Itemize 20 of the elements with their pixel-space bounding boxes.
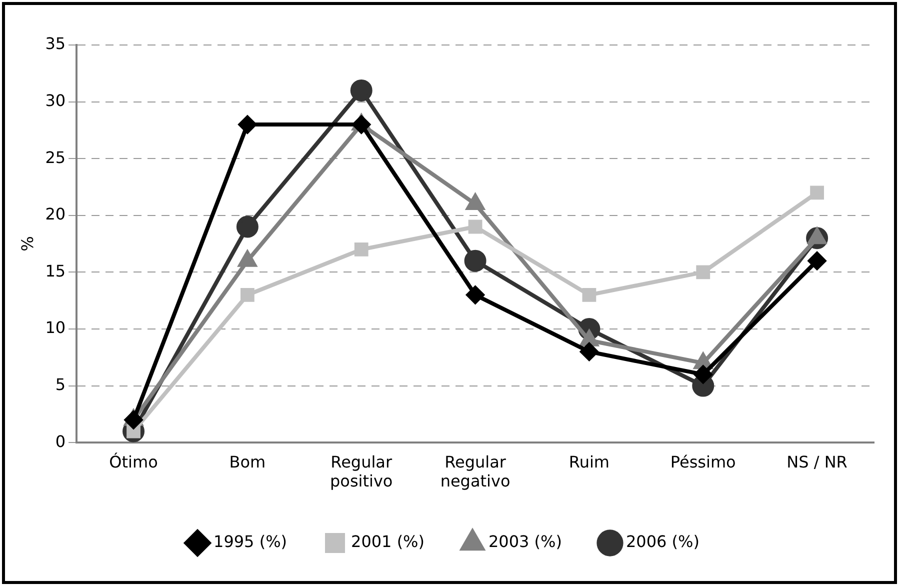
x-tick-label: Regular negativo xyxy=(440,452,510,491)
y-axis-title: % xyxy=(18,236,37,252)
y-tick-label: 5 xyxy=(55,374,66,394)
legend-label: 1995 (%) xyxy=(214,532,288,552)
y-tick-label: 35 xyxy=(45,34,66,54)
y-tick-label: 0 xyxy=(55,432,66,451)
y-tick-label: 20 xyxy=(45,204,66,224)
y-tick-label: 25 xyxy=(45,148,66,167)
x-tick-label: NS / NR xyxy=(786,452,848,472)
x-tick-label: Ótimo xyxy=(109,452,158,472)
legend-label: 2001 (%) xyxy=(351,532,425,552)
legend-label: 2006 (%) xyxy=(626,532,700,552)
y-tick-label: 10 xyxy=(45,318,66,338)
legend-label: 2003 (%) xyxy=(488,532,562,552)
x-tick-label: Ruim xyxy=(568,452,610,472)
y-tick-label: 30 xyxy=(45,90,66,110)
x-tick-label: Regular positivo xyxy=(330,452,393,491)
x-tick-label: Péssimo xyxy=(670,452,736,472)
y-tick-label: 15 xyxy=(45,261,66,280)
x-tick-label: Bom xyxy=(229,452,266,472)
